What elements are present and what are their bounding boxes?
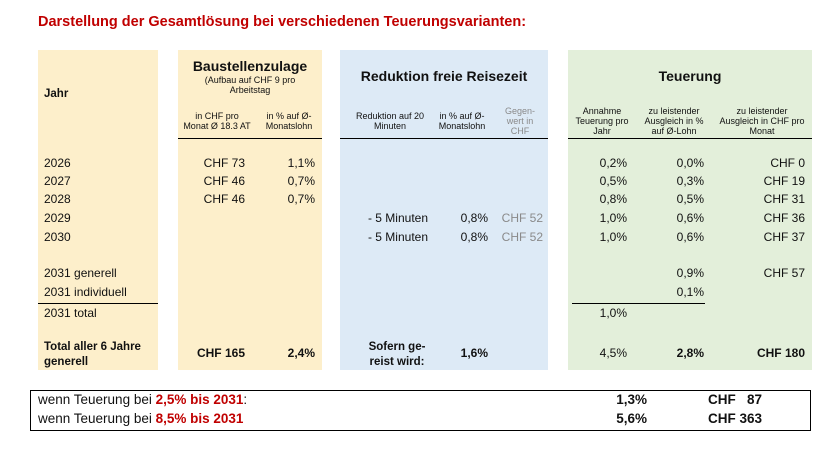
baustellen-band [178, 50, 322, 370]
row-teuerung-chf: CHF 36 [763, 211, 805, 225]
row-teuerung-pct: 0,9% [676, 266, 704, 280]
row-jahr: 2030 [44, 230, 71, 244]
header-reduktion-pct: in % auf Ø-Monatslohn [438, 111, 486, 131]
header-baustellen-note: (Aufbau auf CHF 9 pro Arbeitstag [204, 75, 296, 95]
scenario-box [30, 390, 811, 431]
total-teuerung-pct: 2,8% [676, 346, 704, 360]
header-teuerung-annahme: Annahme Teuerung pro Jahr [575, 106, 629, 136]
row-reduktion-pct: 0,8% [460, 230, 488, 244]
row-baustellen-pct: 0,7% [287, 174, 315, 188]
row-jahr: 2027 [44, 174, 71, 188]
row-baustellen-chf: CHF 46 [203, 174, 245, 188]
row-reduktion-chf: CHF 52 [501, 230, 543, 244]
total-reduktion-label: Sofern ge-reist wird: [368, 341, 426, 368]
row-reduktion-minuten: - 5 Minuten [367, 211, 428, 225]
row-teuerung-chf: CHF 0 [770, 156, 805, 170]
row-reduktion-pct: 0,8% [460, 211, 488, 225]
scenario-suffix: : [243, 392, 248, 407]
row-teuerung-annahme: 1,0% [599, 211, 627, 225]
row-teuerung-pct: 0,6% [676, 211, 704, 225]
scenario-pct: 5,6% [616, 411, 647, 426]
row-jahr: 2031 individuell [44, 285, 127, 299]
header-reduktion: Reduktion freie Reisezeit [360, 68, 528, 84]
scenario-label: wenn Teuerung bei 2,5% bis 2031: [38, 392, 247, 407]
total-label: Total aller 6 Jahre generell [44, 341, 141, 368]
row-teuerung-annahme: 0,2% [599, 156, 627, 170]
row-teuerung-chf: CHF 57 [763, 266, 805, 280]
row-teuerung-annahme: 0,8% [599, 192, 627, 206]
total-baustellen-pct: 2,4% [287, 346, 315, 360]
row-teuerung-annahme: 1,0% [599, 230, 627, 244]
row-jahr: 2031 generell [44, 266, 117, 280]
scenario-highlight: 2,5% bis 2031 [155, 392, 244, 407]
row-jahr: 2031 total [44, 306, 97, 320]
header-teuerung-chf: zu leistender Ausgleich in CHF pro Monat [719, 106, 805, 136]
scenario-chf: CHF 363 [708, 411, 763, 426]
header-baustellen-chf: in CHF pro Monat Ø 18.3 AT [183, 111, 251, 131]
header-teuerung-pct: zu leistender Ausgleich in % auf Ø-Lohn [644, 106, 704, 136]
row-reduktion-chf: CHF 52 [501, 211, 543, 225]
scenario-prefix: wenn Teuerung bei [38, 411, 156, 426]
header-jahr: Jahr [44, 88, 69, 100]
scenario-prefix: wenn Teuerung bei [38, 392, 156, 407]
jahr-band [38, 50, 158, 370]
total-baustellen-chf: CHF 165 [196, 346, 245, 360]
row-teuerung-chf: CHF 37 [763, 230, 805, 244]
row-teuerung-chf: CHF 31 [763, 192, 805, 206]
header-reduktion-chf: Gegen-wert in CHF [504, 106, 536, 136]
scenario-pct: 1,3% [616, 392, 647, 407]
header-baustellen-pct: in % auf Ø-Monatslohn [265, 111, 313, 131]
scenario-label: wenn Teuerung bei 8,5% bis 2031 [38, 411, 243, 426]
page-title: Darstellung der Gesamtlösung bei verschi… [38, 14, 527, 30]
total-reduktion-pct: 1,6% [460, 346, 488, 360]
row-teuerung-pct: 0,5% [676, 192, 704, 206]
header-reduktion-min: Reduktion auf 20 Minuten [355, 111, 425, 131]
scenario-chf: CHF 87 [708, 392, 763, 407]
row-teuerung-chf: CHF 19 [763, 174, 805, 188]
row-jahr: 2026 [44, 156, 71, 170]
row-baustellen-pct: 1,1% [287, 156, 315, 170]
header-teuerung: Teuerung [658, 68, 722, 84]
row-jahr: 2029 [44, 211, 71, 225]
row-teuerung-pct: 0,6% [676, 230, 704, 244]
reduktion-band [340, 50, 548, 370]
scenario-highlight: 8,5% bis 2031 [155, 411, 244, 426]
teuerung-band [568, 50, 812, 370]
row-teuerung-annahme: 1,0% [599, 306, 627, 320]
header-baustellen: Baustellenzulage [192, 58, 308, 74]
row-baustellen-pct: 0,7% [287, 192, 315, 206]
row-baustellen-chf: CHF 73 [203, 156, 245, 170]
row-teuerung-pct: 0,3% [676, 174, 704, 188]
row-baustellen-chf: CHF 46 [203, 192, 245, 206]
row-jahr: 2028 [44, 192, 71, 206]
row-teuerung-pct: 0,1% [676, 285, 704, 299]
row-reduktion-minuten: - 5 Minuten [367, 230, 428, 244]
row-teuerung-pct: 0,0% [676, 156, 704, 170]
row-teuerung-annahme: 0,5% [599, 174, 627, 188]
total-teuerung-annahme: 4,5% [599, 346, 627, 360]
total-teuerung-chf: CHF 180 [756, 346, 805, 360]
